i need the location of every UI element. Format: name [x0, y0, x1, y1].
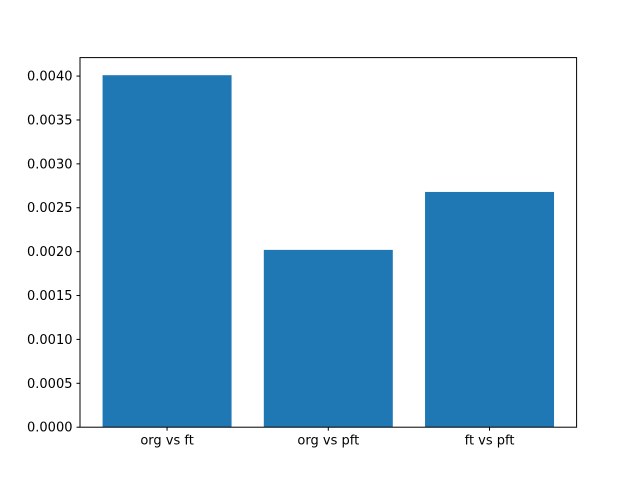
y-tick-label: 0.0015 — [27, 289, 73, 304]
bar-ft-vs-pft — [425, 191, 555, 428]
y-tick-label: 0.0040 — [27, 70, 73, 85]
x-tick-label: ft vs pft — [465, 434, 515, 449]
y-tick-label: 0.0000 — [27, 421, 73, 436]
y-tick-label: 0.0035 — [27, 113, 73, 128]
bar-org-vs-ft — [102, 75, 232, 428]
bar-org-vs-pft — [263, 249, 393, 428]
y-tick-label: 0.0020 — [27, 245, 73, 260]
x-tick-label: org vs ft — [140, 434, 194, 449]
y-tick-label: 0.0010 — [27, 333, 73, 348]
y-tick-label: 0.0025 — [27, 201, 73, 216]
y-tick-label: 0.0005 — [27, 377, 73, 392]
x-tick-label: org vs pft — [297, 434, 359, 449]
y-tick-label: 0.0030 — [27, 157, 73, 172]
